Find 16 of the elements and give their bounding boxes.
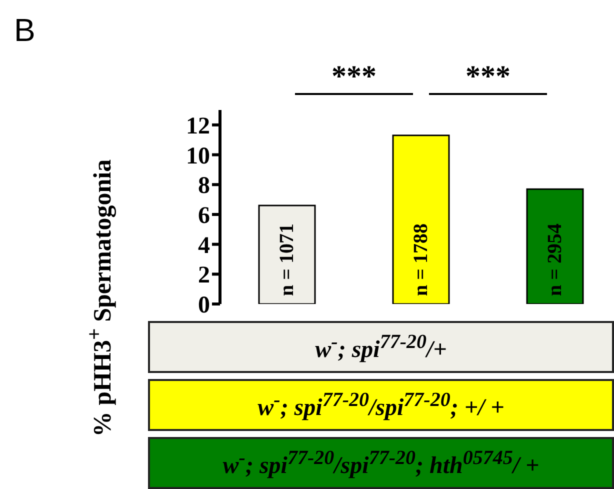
chart-title: B (14, 12, 36, 49)
text: *** (332, 60, 376, 94)
series-label: w$^{-}$; spi$^{77-20}$/+ (315, 330, 447, 364)
annotation: n = 2954 (544, 223, 566, 296)
annotation: n = 1071 (276, 223, 298, 296)
y-tick-label: 4 (198, 232, 210, 259)
y-tick-label: 12 (186, 113, 210, 140)
y-tick-label: 8 (198, 173, 210, 200)
text: w$^{-}$; spi$^{77-20}$/spi$^{77-20}$; +/ + (258, 388, 504, 422)
text: *** (466, 60, 510, 94)
y-tick-label: 2 (198, 262, 210, 289)
annotation: n = 1788 (410, 223, 432, 296)
text: w$^{-}$; spi$^{77-20}$/spi$^{77-20}$; hth$^{05745}$/ + (222, 446, 540, 478)
y-tick-label: 10 (186, 143, 210, 170)
y-tick-label: 0 (198, 292, 210, 319)
y-tick-label: 6 (198, 202, 210, 229)
